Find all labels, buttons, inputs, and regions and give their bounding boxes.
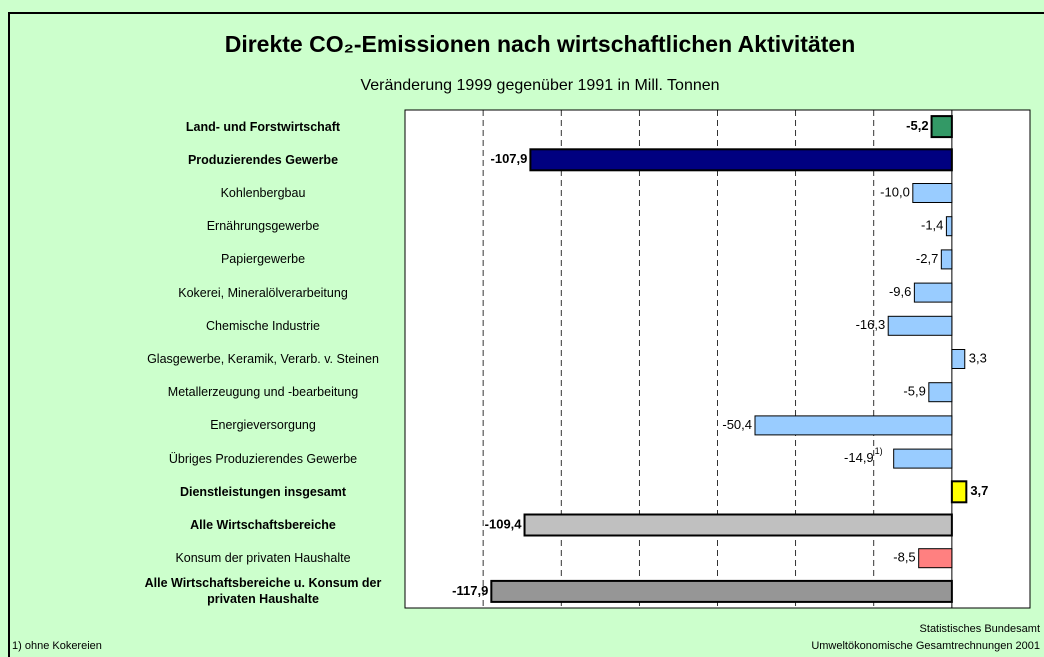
chart-title: Direkte CO₂-Emissionen nach wirtschaftli… — [225, 31, 856, 57]
value-label: -50,4 — [722, 417, 752, 432]
bar — [930, 115, 953, 139]
bar — [887, 315, 953, 336]
bar — [928, 382, 953, 403]
value-label: -14,9 — [844, 450, 874, 465]
value-label: -107,9 — [491, 151, 528, 166]
category-label: Alle Wirtschaftsbereiche — [190, 518, 336, 532]
value-label: -8,5 — [893, 550, 915, 565]
category-label: Chemische Industrie — [206, 318, 320, 333]
category-label: Produzierendes Gewerbe — [187, 152, 339, 167]
source: Umweltökonomische Gesamtrechnungen 2001 — [811, 640, 1040, 652]
bar — [950, 480, 968, 504]
bar — [913, 282, 953, 303]
category-label: Alle Wirtschaftsbereiche u. Konsum der p… — [144, 576, 382, 607]
value-label: -5,2 — [906, 118, 928, 133]
value-marker: 1) — [875, 446, 883, 456]
value-label: -16,3 — [856, 317, 886, 332]
value-label: 3,7 — [970, 483, 988, 498]
category-label: Ernährungsgewerbe — [206, 219, 320, 234]
bar — [754, 415, 953, 436]
bar — [912, 183, 953, 203]
bar — [940, 249, 953, 270]
category-label: Energieversorgung — [210, 418, 316, 433]
value-label: -5,9 — [903, 384, 925, 399]
bar — [945, 216, 953, 237]
chart-subtitle: Veränderung 1999 gegenüber 1991 in Mill.… — [360, 77, 719, 94]
value-label: -109,4 — [485, 516, 523, 531]
value-label: -2,7 — [916, 251, 938, 266]
value-label: -1,4 — [921, 218, 943, 233]
bar — [951, 349, 966, 369]
source: Statistisches Bundesamt — [920, 623, 1040, 635]
value-label: 3,3 — [969, 350, 987, 365]
bar — [529, 148, 953, 172]
value-label: -9,6 — [889, 284, 911, 299]
category-label: Metallerzeugung und -bearbeitung — [167, 385, 359, 400]
category-label: Konsum der privaten Haushalte — [175, 551, 351, 566]
category-label: Kokerei, Mineralölverarbeitung — [178, 285, 348, 300]
category-label: Dienstleistungen insgesamt — [179, 484, 346, 499]
footnote: 1) ohne Kokereien — [12, 640, 102, 652]
bar — [918, 548, 953, 569]
category-label: Land- und Forstwirtschaft — [185, 119, 341, 134]
category-label: Glasgewerbe, Keramik, Verarb. v. Steinen — [147, 352, 379, 366]
value-label: -10,0 — [880, 184, 910, 199]
frame — [8, 12, 1044, 657]
bar — [490, 579, 953, 603]
category-label: Papiergewerbe — [220, 252, 306, 267]
bar — [893, 448, 953, 469]
bar — [523, 513, 953, 537]
category-label: Übriges Produzierendes Gewerbe — [168, 451, 358, 466]
category-label: Kohlenbergbau — [220, 186, 306, 200]
value-label: -117,9 — [452, 583, 488, 598]
